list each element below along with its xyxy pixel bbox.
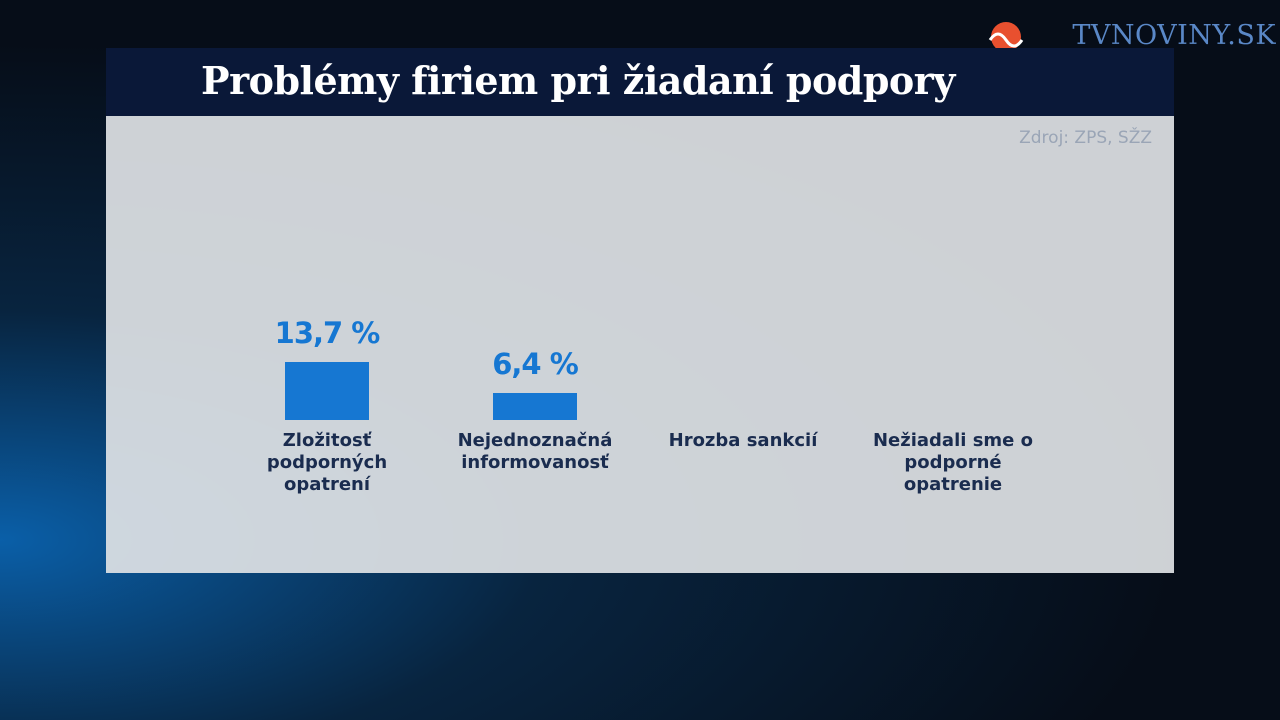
category-label: Nejednoznačná informovanosť — [457, 430, 613, 473]
bar — [493, 393, 577, 420]
chart-title: Problémy firiem pri žiadaní podpory — [201, 58, 955, 103]
category-label: Nežiadali sme o podporné opatrenie — [872, 430, 1033, 495]
source: Zdroj: ZPS, SŽZ — [1019, 128, 1152, 148]
logo: TVNOVINY.SK — [1072, 20, 1276, 51]
category-label: Zložitosť podporných opatrení — [266, 430, 388, 495]
chart-panel: Zdroj: ZPS, SŽZ Zložitosť podporných opa… — [106, 116, 1174, 573]
logo-icon — [988, 22, 1024, 52]
value-label: 6,4 % — [492, 347, 579, 382]
category-label: Hrozba sankcií — [668, 430, 818, 451]
value-label: 13,7 % — [274, 316, 381, 351]
bar — [285, 362, 369, 420]
title-bar: Problémy firiem pri žiadaní podpory — [106, 48, 1174, 116]
